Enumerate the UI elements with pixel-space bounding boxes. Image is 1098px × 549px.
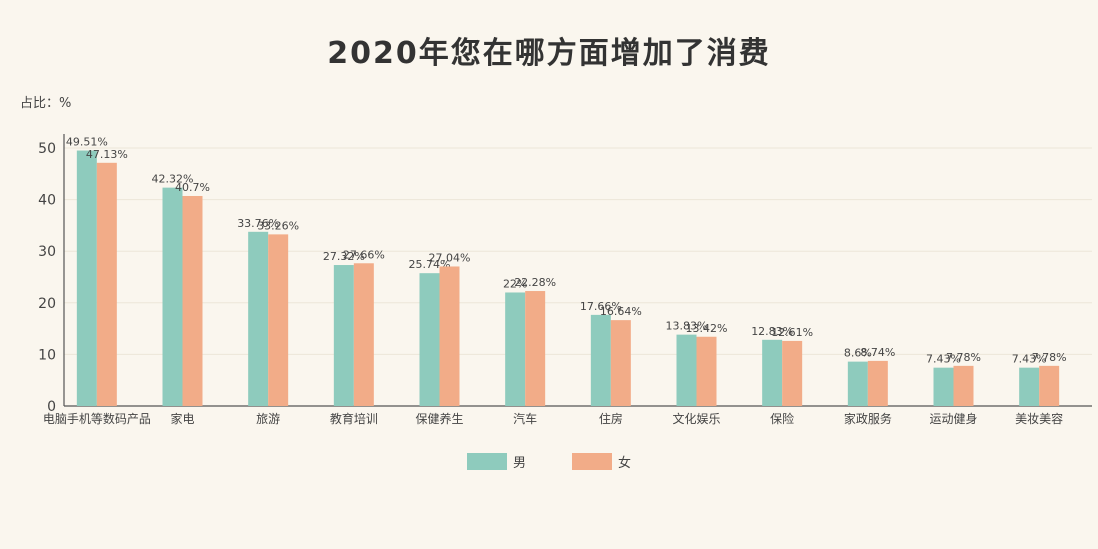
bar-male bbox=[762, 339, 783, 406]
x-category-label: 住房 bbox=[599, 411, 623, 426]
data-label: 17.66% bbox=[580, 300, 622, 313]
data-label: 42.32% bbox=[152, 173, 194, 186]
data-label: 27.04% bbox=[429, 251, 471, 264]
y-tick-label: 10 bbox=[38, 347, 56, 363]
bar-male bbox=[505, 292, 526, 406]
data-label: 27.66% bbox=[343, 248, 385, 261]
bar-female bbox=[867, 360, 888, 406]
bar-male bbox=[676, 334, 697, 406]
bar-female bbox=[696, 336, 717, 406]
data-label: 16.64% bbox=[600, 305, 642, 318]
x-category-label: 电脑手机等数码产品 bbox=[43, 411, 151, 426]
data-label: 27.32% bbox=[323, 250, 365, 263]
bar-female bbox=[353, 263, 374, 406]
legend-item-male[interactable]: 男 bbox=[466, 452, 526, 471]
bar-male bbox=[76, 150, 97, 406]
bar-male bbox=[1019, 367, 1040, 406]
y-tick-label: 40 bbox=[38, 193, 56, 209]
data-label: 13.83% bbox=[666, 320, 708, 333]
bar-female bbox=[268, 234, 289, 406]
data-label: 12.61% bbox=[771, 326, 813, 339]
bar-female bbox=[1039, 365, 1060, 406]
data-label: 33.76% bbox=[237, 217, 279, 230]
x-category-label: 家电 bbox=[170, 411, 194, 426]
x-category-label: 保健养生 bbox=[415, 411, 463, 426]
x-category-label: 运动健身 bbox=[929, 411, 977, 426]
y-tick-label: 20 bbox=[38, 296, 56, 312]
x-category-label: 美妆美容 bbox=[1015, 411, 1063, 426]
bar-female bbox=[782, 340, 803, 406]
x-category-label: 旅游 bbox=[256, 412, 280, 426]
data-label: 7.78% bbox=[1032, 351, 1067, 364]
legend-swatch-male bbox=[466, 453, 507, 470]
data-label: 8.74% bbox=[860, 346, 895, 359]
data-label: 7.43% bbox=[926, 353, 961, 366]
bar-female bbox=[953, 365, 974, 406]
x-category-label: 文化娱乐 bbox=[672, 411, 720, 426]
data-label: 33.26% bbox=[257, 219, 299, 232]
data-label: 22% bbox=[503, 277, 527, 290]
bar-female bbox=[439, 266, 460, 406]
y-tick-label: 30 bbox=[38, 244, 56, 260]
data-label: 47.13% bbox=[86, 148, 128, 161]
x-category-label: 汽车 bbox=[513, 411, 537, 426]
chart-title: 2020年您在哪方面增加了消费 bbox=[327, 36, 771, 71]
bar-male bbox=[933, 367, 954, 406]
data-label: 49.51% bbox=[66, 136, 108, 149]
y-tick-label: 50 bbox=[38, 141, 56, 157]
bar-female bbox=[525, 291, 546, 406]
x-category-label: 教育培训 bbox=[330, 411, 378, 426]
bar-male bbox=[333, 265, 354, 406]
y-tick-label: 0 bbox=[47, 399, 56, 415]
y-axis-unit-label: 占比：% bbox=[20, 96, 72, 111]
data-label: 8.6% bbox=[844, 347, 872, 360]
bar-male bbox=[248, 231, 269, 406]
bar-male bbox=[419, 273, 440, 406]
data-label: 13.42% bbox=[686, 322, 728, 335]
bar-male bbox=[847, 361, 868, 406]
bar-male bbox=[590, 314, 611, 406]
bar-female bbox=[182, 195, 203, 406]
data-label: 40.7% bbox=[175, 181, 210, 194]
data-label: 22.28% bbox=[514, 276, 556, 289]
legend-label-female: 女 bbox=[618, 456, 632, 471]
data-label: 7.78% bbox=[946, 351, 981, 364]
legend: 男 女 bbox=[0, 452, 1098, 471]
legend-label-male: 男 bbox=[512, 456, 526, 471]
legend-swatch-female bbox=[572, 453, 612, 470]
legend-item-female[interactable]: 女 bbox=[572, 452, 631, 471]
data-label: 7.43% bbox=[1012, 353, 1047, 366]
bar-male bbox=[162, 187, 183, 406]
x-category-label: 家政服务 bbox=[844, 411, 892, 426]
x-category-label: 保险 bbox=[770, 411, 794, 426]
bar-female bbox=[96, 162, 117, 406]
bar-female bbox=[610, 320, 631, 406]
data-label: 12.83% bbox=[751, 325, 793, 338]
